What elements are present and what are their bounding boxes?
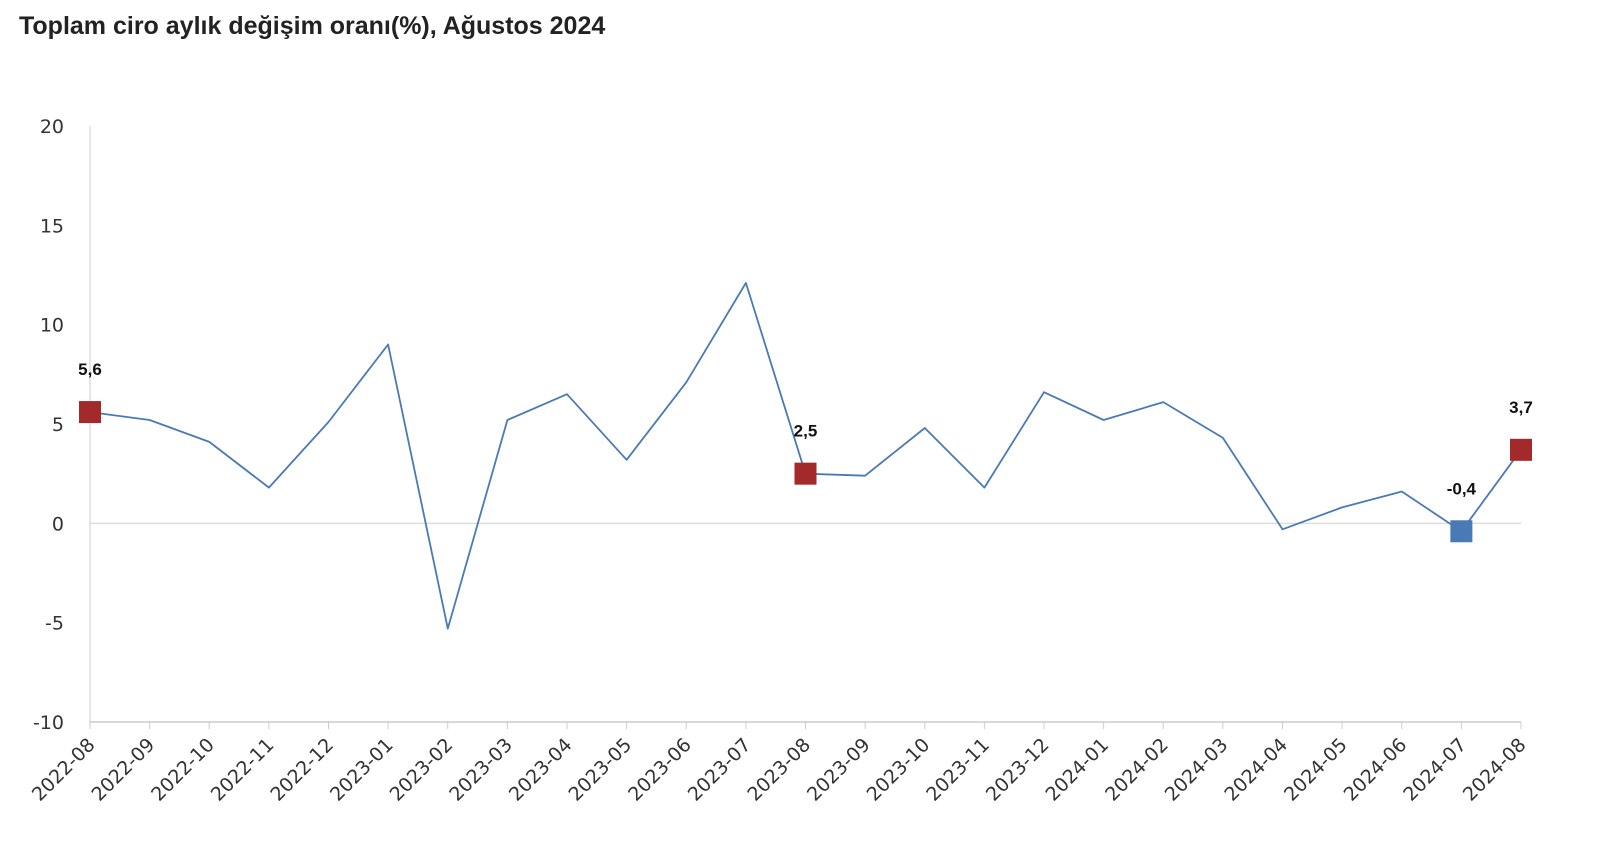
series-line — [89, 281, 1522, 630]
x-tick-label: 2022-12 — [266, 734, 338, 806]
x-tick-label: 2022-11 — [207, 734, 279, 806]
highlight-marker — [794, 462, 817, 485]
x-tick-label: 2023-08 — [743, 734, 815, 806]
x-tick-label: 2023-09 — [803, 734, 875, 806]
data-label: -0,4 — [1447, 479, 1477, 498]
x-tick-label: 2023-06 — [624, 734, 696, 806]
y-tick-label: -10 — [33, 712, 64, 734]
highlight-marker — [1510, 438, 1532, 461]
data-labels: 5,6 2,5 -0,4 3,7 — [78, 360, 1533, 498]
x-tick-label: 2024-05 — [1280, 734, 1352, 806]
x-axis-ticks: 2022-082022-092022-102022-112022-122023-… — [28, 722, 1531, 806]
x-tick-label: 2023-05 — [564, 734, 636, 806]
x-tick-label: 2022-10 — [147, 734, 219, 806]
highlight-marker — [1450, 520, 1473, 543]
x-tick-label: 2024-03 — [1161, 734, 1233, 806]
x-tick-label: 2022-08 — [28, 734, 100, 806]
highlight-marker — [79, 401, 101, 424]
x-tick-label: 2023-01 — [326, 734, 398, 806]
x-tick-label: 2023-11 — [922, 734, 994, 806]
y-tick-label: -5 — [45, 613, 64, 635]
x-tick-label: 2023-12 — [982, 734, 1054, 806]
y-tick-label: 10 — [40, 315, 64, 337]
y-axis-ticks: 20 15 10 5 0 -5 -10 — [33, 116, 64, 734]
x-tick-label: 2023-03 — [445, 734, 517, 806]
x-tick-label: 2024-08 — [1459, 734, 1531, 806]
x-tick-label: 2022-09 — [87, 734, 159, 806]
x-tick-label: 2024-01 — [1041, 734, 1113, 806]
x-tick-label: 2024-07 — [1399, 734, 1471, 806]
x-tick-label: 2024-04 — [1220, 734, 1292, 806]
x-tick-label: 2024-06 — [1340, 734, 1412, 806]
x-tick-label: 2024-02 — [1101, 734, 1173, 806]
y-tick-label: 5 — [52, 414, 64, 436]
y-tick-label: 20 — [40, 116, 64, 138]
x-tick-label: 2023-10 — [863, 734, 935, 806]
y-tick-label: 15 — [40, 215, 64, 237]
x-tick-label: 2023-02 — [386, 734, 458, 806]
y-tick-label: 0 — [52, 513, 64, 535]
highlight-markers — [79, 401, 1532, 543]
data-label: 5,6 — [78, 360, 102, 379]
data-label: 3,7 — [1509, 398, 1533, 417]
x-tick-label: 2023-04 — [505, 734, 577, 806]
x-tick-label: 2023-07 — [684, 734, 756, 806]
data-label: 2,5 — [794, 422, 818, 441]
chart-title: Toplam ciro aylık değişim oranı(%), Ağus… — [19, 12, 606, 40]
series — [89, 281, 1522, 630]
